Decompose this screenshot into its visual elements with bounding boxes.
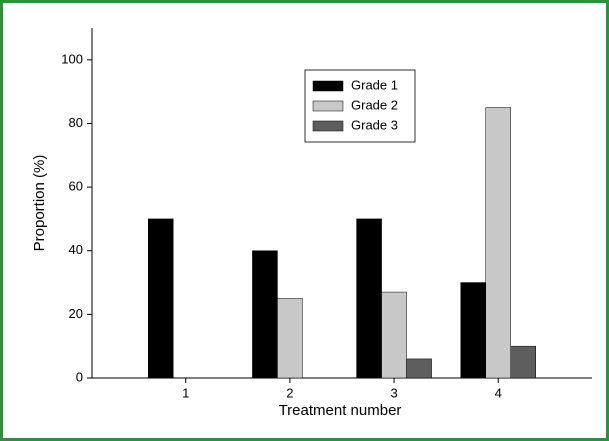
x-tick-label: 4 bbox=[495, 385, 502, 400]
legend-label: Grade 3 bbox=[351, 117, 398, 132]
bar bbox=[277, 298, 303, 379]
bar bbox=[381, 291, 407, 379]
y-tick-label: 80 bbox=[69, 115, 83, 130]
legend-swatch bbox=[312, 80, 344, 92]
y-axis-label: Proportion (%) bbox=[31, 155, 48, 252]
x-tick-label: 2 bbox=[286, 385, 293, 400]
legend-swatch bbox=[312, 120, 344, 132]
y-tick-label: 60 bbox=[69, 179, 83, 194]
bar bbox=[485, 107, 511, 379]
bar bbox=[460, 282, 486, 379]
bar bbox=[406, 358, 432, 379]
x-axis-label: Treatment number bbox=[279, 402, 402, 419]
x-tick-label: 3 bbox=[390, 385, 397, 400]
x-tick-label: 1 bbox=[182, 385, 189, 400]
y-tick-label: 100 bbox=[61, 51, 83, 66]
bar bbox=[510, 345, 536, 379]
legend-label: Grade 2 bbox=[351, 97, 398, 112]
y-tick-label: 20 bbox=[69, 306, 83, 321]
legend-label: Grade 1 bbox=[351, 77, 398, 92]
bar bbox=[252, 250, 278, 379]
legend-swatch bbox=[312, 100, 344, 112]
y-tick-label: 0 bbox=[76, 369, 83, 384]
bar bbox=[356, 218, 382, 379]
bar bbox=[148, 218, 174, 379]
y-tick-label: 40 bbox=[69, 242, 83, 257]
